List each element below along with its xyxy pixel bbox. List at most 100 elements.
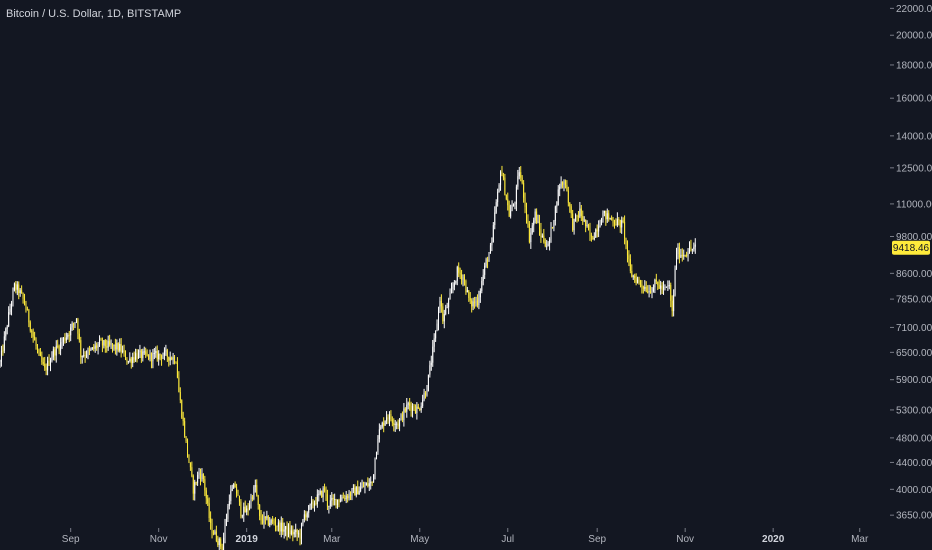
candle bbox=[313, 500, 315, 512]
candle-body bbox=[120, 344, 122, 352]
candle-body bbox=[615, 224, 617, 226]
candle bbox=[361, 479, 363, 489]
candle-body bbox=[68, 334, 70, 336]
candle bbox=[220, 537, 222, 550]
candle-body bbox=[55, 345, 57, 356]
candle bbox=[285, 525, 287, 537]
candle-body bbox=[272, 520, 274, 522]
candle bbox=[598, 220, 600, 238]
candle bbox=[250, 493, 252, 509]
candle-body bbox=[230, 490, 232, 502]
candle-body bbox=[152, 353, 154, 362]
candle-body bbox=[45, 367, 47, 371]
candle-body bbox=[171, 357, 173, 360]
candle-body bbox=[240, 501, 242, 517]
candle-body bbox=[269, 523, 271, 525]
candle bbox=[358, 486, 360, 495]
candle-body bbox=[487, 259, 489, 262]
candle-body bbox=[655, 279, 657, 282]
candle bbox=[328, 505, 330, 514]
candle-body bbox=[504, 177, 506, 195]
candle bbox=[247, 503, 249, 516]
candle-body bbox=[606, 213, 608, 220]
candle bbox=[142, 348, 144, 362]
candle-body bbox=[631, 270, 633, 277]
candle-body bbox=[87, 349, 89, 356]
candle-body bbox=[438, 308, 440, 324]
candle-body bbox=[159, 353, 161, 356]
candle bbox=[508, 200, 510, 218]
candle bbox=[475, 296, 477, 307]
candle-body bbox=[205, 490, 207, 499]
candle-body bbox=[212, 533, 214, 535]
candle bbox=[570, 204, 572, 219]
price-tick-label: 4400.00 bbox=[896, 458, 932, 469]
candle-body bbox=[236, 487, 238, 494]
candle-body bbox=[11, 303, 13, 309]
candle-body bbox=[311, 501, 313, 505]
candle bbox=[550, 222, 552, 243]
candle bbox=[569, 202, 571, 213]
candle-body bbox=[678, 247, 680, 258]
candle bbox=[269, 517, 271, 528]
candle-body bbox=[658, 284, 660, 289]
candle-body bbox=[162, 355, 164, 359]
candle bbox=[211, 518, 213, 539]
price-tick-label: 11000.00 bbox=[896, 199, 932, 210]
candle-body bbox=[592, 236, 594, 240]
candle bbox=[537, 214, 539, 224]
candle-body bbox=[513, 204, 515, 206]
candle bbox=[510, 204, 512, 219]
time-axis[interactable]: Sep Nov 2019 Mar May Jul Sep Nov 2020 Mar bbox=[62, 528, 869, 545]
candle bbox=[461, 269, 463, 285]
candle bbox=[536, 208, 538, 224]
candle-body bbox=[450, 289, 452, 293]
candle bbox=[374, 457, 376, 480]
candle bbox=[654, 278, 656, 294]
time-tick-label: 2020 bbox=[762, 534, 785, 545]
candle-body bbox=[608, 213, 610, 219]
candle bbox=[530, 228, 532, 249]
candle-body bbox=[283, 529, 285, 532]
price-tick-label: 5300.00 bbox=[896, 405, 932, 416]
candle-body bbox=[312, 501, 314, 506]
candle bbox=[549, 237, 551, 251]
candle bbox=[286, 521, 288, 541]
candle bbox=[36, 344, 39, 354]
candle bbox=[592, 235, 594, 240]
candle bbox=[400, 413, 402, 421]
candle-body bbox=[583, 219, 585, 221]
candle bbox=[224, 518, 226, 544]
candle-body bbox=[234, 484, 236, 488]
candle bbox=[673, 289, 675, 317]
candle bbox=[380, 424, 382, 430]
candle-body bbox=[593, 237, 595, 240]
candle-body bbox=[174, 356, 176, 363]
candle-body bbox=[609, 217, 611, 219]
candle bbox=[137, 349, 139, 359]
candle bbox=[533, 217, 535, 233]
candle-body bbox=[155, 350, 157, 354]
candle bbox=[438, 306, 440, 331]
candle-body bbox=[648, 291, 650, 293]
candle bbox=[446, 302, 448, 309]
candle-body bbox=[368, 483, 370, 487]
candle-body bbox=[166, 350, 168, 357]
candle bbox=[60, 337, 62, 356]
candle-body bbox=[36, 346, 39, 351]
candle bbox=[557, 185, 559, 206]
candle bbox=[364, 481, 366, 494]
price-tick-label: 9800.00 bbox=[896, 232, 932, 243]
candle-body bbox=[383, 422, 385, 426]
candle bbox=[621, 216, 623, 234]
candle bbox=[29, 320, 31, 333]
candle-body bbox=[601, 222, 603, 226]
candle-body bbox=[100, 339, 102, 341]
candle bbox=[21, 285, 23, 294]
price-axis[interactable]: 22000.00 20000.00 18000.00 16000.00 14000.00… bbox=[890, 4, 932, 522]
candle-body bbox=[572, 213, 574, 231]
candle bbox=[515, 184, 517, 212]
candle-body bbox=[253, 486, 255, 500]
